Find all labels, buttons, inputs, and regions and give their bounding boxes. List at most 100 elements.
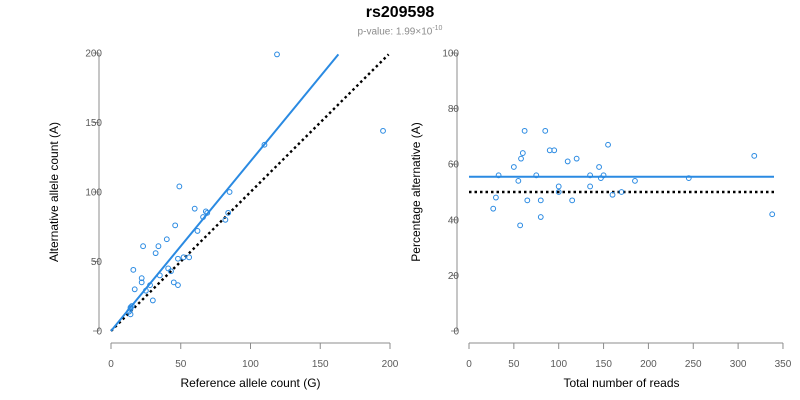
data-point — [533, 172, 540, 179]
data-point — [142, 287, 149, 294]
data-point — [202, 208, 209, 215]
x-tick-label: 350 — [775, 359, 792, 370]
y-tick-label: 60 — [448, 160, 460, 171]
data-point — [555, 189, 562, 195]
pvalue-exponent: -10 — [432, 25, 443, 32]
data-point — [180, 254, 187, 261]
data-point — [521, 127, 528, 134]
data-point — [152, 250, 159, 257]
data-point — [510, 164, 517, 170]
data-point — [524, 197, 531, 204]
data-point — [147, 282, 153, 289]
data-point — [632, 177, 638, 184]
data-point — [140, 243, 146, 250]
y-tick-label: 80 — [448, 104, 460, 115]
data-point — [769, 211, 776, 218]
data-point — [191, 205, 198, 212]
x-tick-label: 200 — [382, 359, 399, 370]
data-point — [130, 266, 137, 273]
x-tick-label: 100 — [242, 359, 259, 370]
data-point — [225, 209, 232, 216]
data-point — [380, 127, 386, 134]
data-point — [518, 155, 524, 162]
data-point — [493, 194, 499, 201]
data-point — [261, 141, 268, 148]
pvalue-prefix: p-value: 1.99×10 — [357, 26, 433, 38]
x-tick-label: 150 — [595, 359, 612, 370]
y-tick-label: 20 — [448, 271, 460, 282]
data-point — [609, 191, 616, 198]
x-tick-label: 200 — [640, 359, 657, 370]
data-point — [573, 155, 580, 162]
data-point — [542, 127, 549, 134]
pvalue-label: p-value: 1.99×10-10 — [0, 23, 800, 38]
fit-line — [110, 53, 340, 332]
x-tick-label: 50 — [175, 359, 187, 370]
data-point — [551, 147, 558, 154]
data-point — [131, 286, 138, 293]
data-point — [587, 183, 594, 190]
scatter-panel-allele-counts: 0 50 100 150 200 0 50 100 150 200 Reference allele… — [47, 49, 399, 391]
reference-line — [110, 53, 390, 332]
data-point — [517, 222, 524, 229]
y-tick-label: 0 — [453, 327, 459, 338]
data-point — [127, 311, 134, 318]
y-tick-label: 100 — [442, 49, 459, 60]
data-point — [596, 164, 602, 170]
y-axis-title: Alternative allele count (A) — [47, 122, 61, 262]
data-point — [165, 265, 172, 272]
x-tick-label: 0 — [108, 359, 114, 370]
data-point — [194, 228, 201, 234]
data-point — [495, 172, 502, 179]
data-point — [175, 255, 181, 262]
data-point — [204, 209, 211, 216]
data-point — [515, 177, 522, 184]
data-point — [555, 183, 562, 190]
data-point — [156, 272, 163, 279]
y-tick-label: 40 — [448, 215, 460, 226]
data-point — [149, 297, 156, 304]
data-point — [519, 150, 526, 156]
data-point — [127, 304, 134, 311]
data-point — [163, 236, 170, 243]
data-point — [537, 214, 544, 220]
data-point — [129, 303, 135, 309]
data-point — [172, 222, 179, 229]
data-point — [175, 282, 181, 289]
data-point — [168, 268, 174, 275]
y-tick-label: 50 — [91, 257, 103, 268]
data-point — [200, 214, 206, 220]
data-point — [537, 197, 544, 204]
y-axis-title: Percentage alternative (A) — [409, 122, 423, 261]
data-point — [186, 254, 193, 261]
y-tick-label: 200 — [85, 49, 102, 60]
data-point — [569, 197, 576, 204]
data-point — [274, 51, 280, 58]
x-axis-title: Total number of reads — [563, 376, 679, 390]
y-tick-label: 150 — [85, 118, 102, 129]
y-tick-label: 0 — [96, 327, 102, 338]
chart-title: rs209598 — [365, 4, 435, 21]
x-tick-label: 100 — [550, 359, 567, 370]
scatter-panel-percentage: 0 50 100 150 200 250 300 350 0 20 40 60 80 100 Total n… — [409, 49, 792, 391]
x-tick-label: 0 — [466, 359, 472, 370]
data-point — [170, 279, 177, 286]
x-axis-title: Reference allele count (G) — [180, 376, 320, 390]
x-tick-label: 250 — [685, 359, 702, 370]
data-point — [226, 189, 233, 195]
data-point — [176, 183, 183, 190]
x-tick-label: 300 — [730, 359, 747, 370]
data-point — [587, 172, 594, 179]
data-point — [751, 152, 758, 159]
data-point — [138, 275, 145, 282]
y-tick-label: 100 — [85, 188, 102, 199]
data-point — [685, 175, 692, 182]
chart-header: rs209598 p-value: 1.99×10-10 — [0, 4, 800, 38]
data-point — [222, 216, 229, 223]
data-point — [564, 158, 571, 165]
data-point — [490, 205, 497, 212]
data-point — [605, 141, 611, 148]
x-tick-label: 50 — [508, 359, 520, 370]
data-point — [600, 172, 607, 179]
